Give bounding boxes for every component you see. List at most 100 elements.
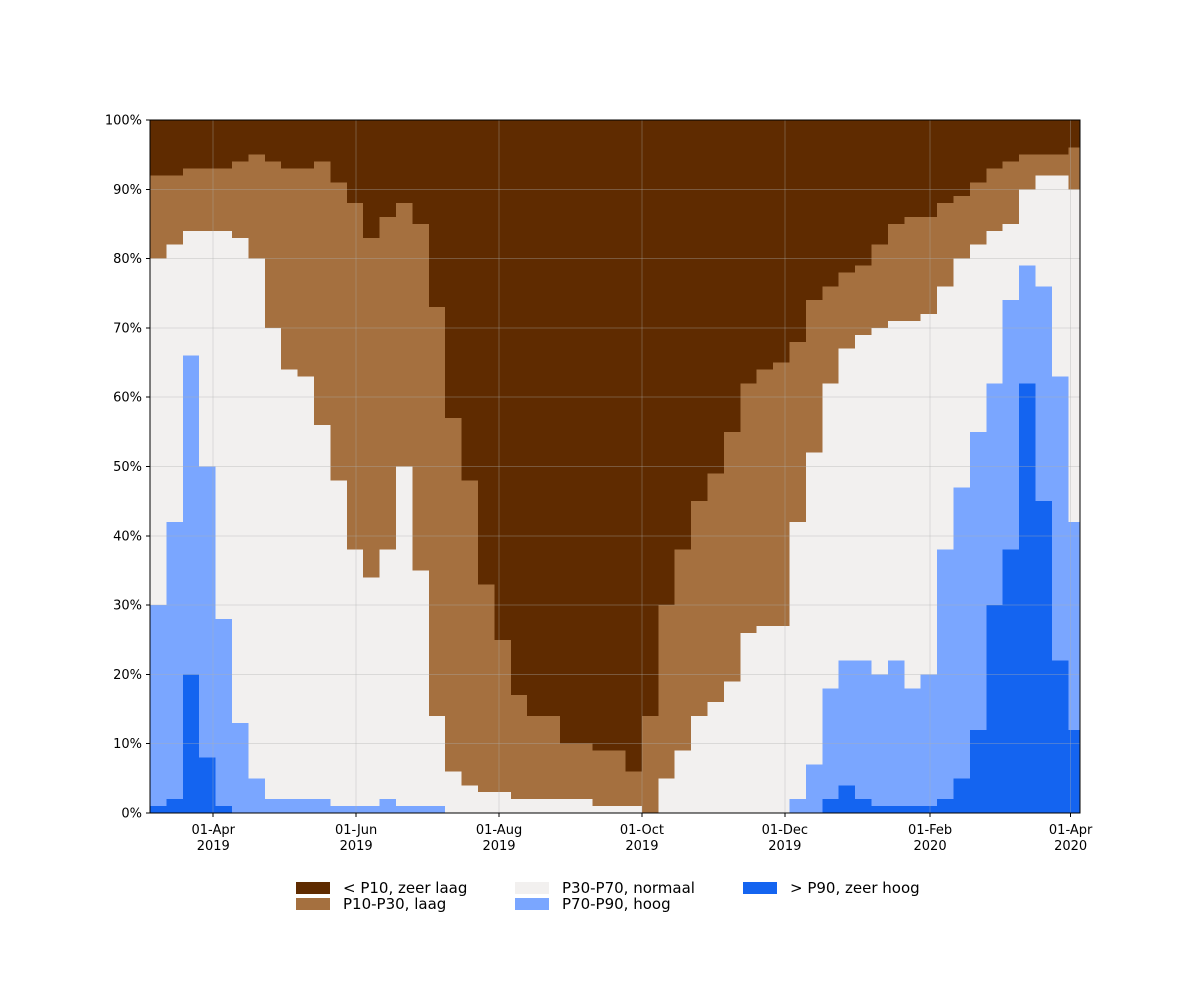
area-segment <box>641 715 659 813</box>
area-segment <box>248 154 266 259</box>
area-segment <box>756 120 774 370</box>
area-segment <box>1035 120 1053 155</box>
area-segment <box>346 120 364 204</box>
area-segment <box>379 799 397 813</box>
area-segment <box>953 196 971 259</box>
area-segment <box>822 120 840 287</box>
area-segment <box>494 792 512 813</box>
y-tick-label: 10% <box>113 737 142 752</box>
area-segment <box>855 799 873 813</box>
area-segment <box>281 168 299 370</box>
area-segment <box>1002 549 1020 813</box>
area-segment <box>248 258 266 779</box>
area-segment <box>609 750 627 807</box>
area-segment <box>592 120 610 751</box>
area-segment <box>723 431 741 682</box>
area-segment <box>953 258 971 488</box>
area-segment <box>182 120 200 169</box>
legend-swatch <box>296 898 330 910</box>
area-segment <box>231 237 249 723</box>
legend-label: P10-P30, laag <box>343 895 446 913</box>
area-segment <box>428 120 446 308</box>
y-tick-label: 20% <box>113 668 142 683</box>
area-segment <box>510 695 528 800</box>
axes: 0% 10% 20% 30% 40% 50% 60% 70% 80% 90% 100% 01-Apr 2… <box>105 114 1093 855</box>
y-tick-label: 80% <box>113 252 142 267</box>
area-segment <box>756 625 774 813</box>
area-segment <box>543 120 561 716</box>
area-segment <box>166 244 184 522</box>
area-segment <box>363 577 381 807</box>
area-segment <box>1035 175 1053 287</box>
area-segment <box>986 168 1004 231</box>
area-segment <box>182 674 200 813</box>
area-segment <box>264 120 282 162</box>
area-segment <box>297 120 315 169</box>
area-segment <box>937 286 955 550</box>
area-segment <box>1068 147 1081 190</box>
x-tick-label: 01-Apr 2019 <box>192 823 236 854</box>
legend-label: P70-P90, hoog <box>562 895 671 913</box>
area-segment <box>395 806 413 813</box>
area-segment <box>789 521 807 800</box>
area-segment <box>953 487 971 779</box>
area-segment <box>789 341 807 522</box>
area-segment <box>609 806 627 813</box>
area-segment <box>1035 154 1053 176</box>
area-segment <box>789 120 807 342</box>
area-segment <box>428 715 446 807</box>
area-segment <box>1019 154 1036 190</box>
y-tick-label: 70% <box>113 321 142 336</box>
area-segment <box>969 244 987 432</box>
area-segment <box>871 327 889 675</box>
area-segment <box>674 549 692 751</box>
area-segment <box>1035 286 1053 502</box>
area-segment <box>822 383 840 689</box>
area-segment <box>199 230 217 467</box>
area-segment <box>297 168 315 377</box>
legend-swatch <box>743 882 777 894</box>
x-tick-label: 01-Jun 2019 <box>335 823 377 854</box>
area-segment <box>674 750 692 813</box>
x-tick-label: 01-Feb 2020 <box>908 823 952 854</box>
area-segment <box>150 605 167 807</box>
area-segment <box>477 584 495 793</box>
area-segment <box>166 175 184 245</box>
area-segment <box>1019 120 1036 155</box>
area-segment <box>838 120 856 273</box>
area-segment <box>166 120 184 176</box>
area-segment <box>871 120 889 245</box>
legend-label: P30-P70, normaal <box>562 879 695 897</box>
area-segment <box>248 120 266 155</box>
area-segment <box>592 750 610 807</box>
area-segment <box>576 799 594 813</box>
area-segment <box>658 120 676 606</box>
area-segment <box>658 605 676 779</box>
area-segment <box>297 799 315 813</box>
area-segment <box>904 217 922 321</box>
area-segment <box>363 237 381 578</box>
area-segment <box>920 314 938 675</box>
area-segment <box>412 120 430 224</box>
area-segment <box>363 806 381 813</box>
area-segment <box>1051 154 1069 176</box>
plot-frame <box>149 119 1081 814</box>
area-segment <box>773 362 791 626</box>
area-segment <box>1068 521 1081 730</box>
legend-label: < P10, zeer laag <box>343 879 467 897</box>
area-segment <box>527 715 545 800</box>
area-segment <box>986 120 1004 169</box>
area-segment <box>805 764 823 813</box>
area-segment <box>789 799 807 813</box>
area-segment <box>937 549 955 800</box>
area-segment <box>1019 265 1036 384</box>
area-segment <box>150 258 167 606</box>
area-segment <box>527 120 545 716</box>
legend-swatch <box>296 882 330 894</box>
area-segment <box>904 120 922 218</box>
area-segment <box>592 806 610 813</box>
area-segment <box>150 806 167 813</box>
area-segment <box>477 792 495 813</box>
area-segment <box>920 674 938 807</box>
